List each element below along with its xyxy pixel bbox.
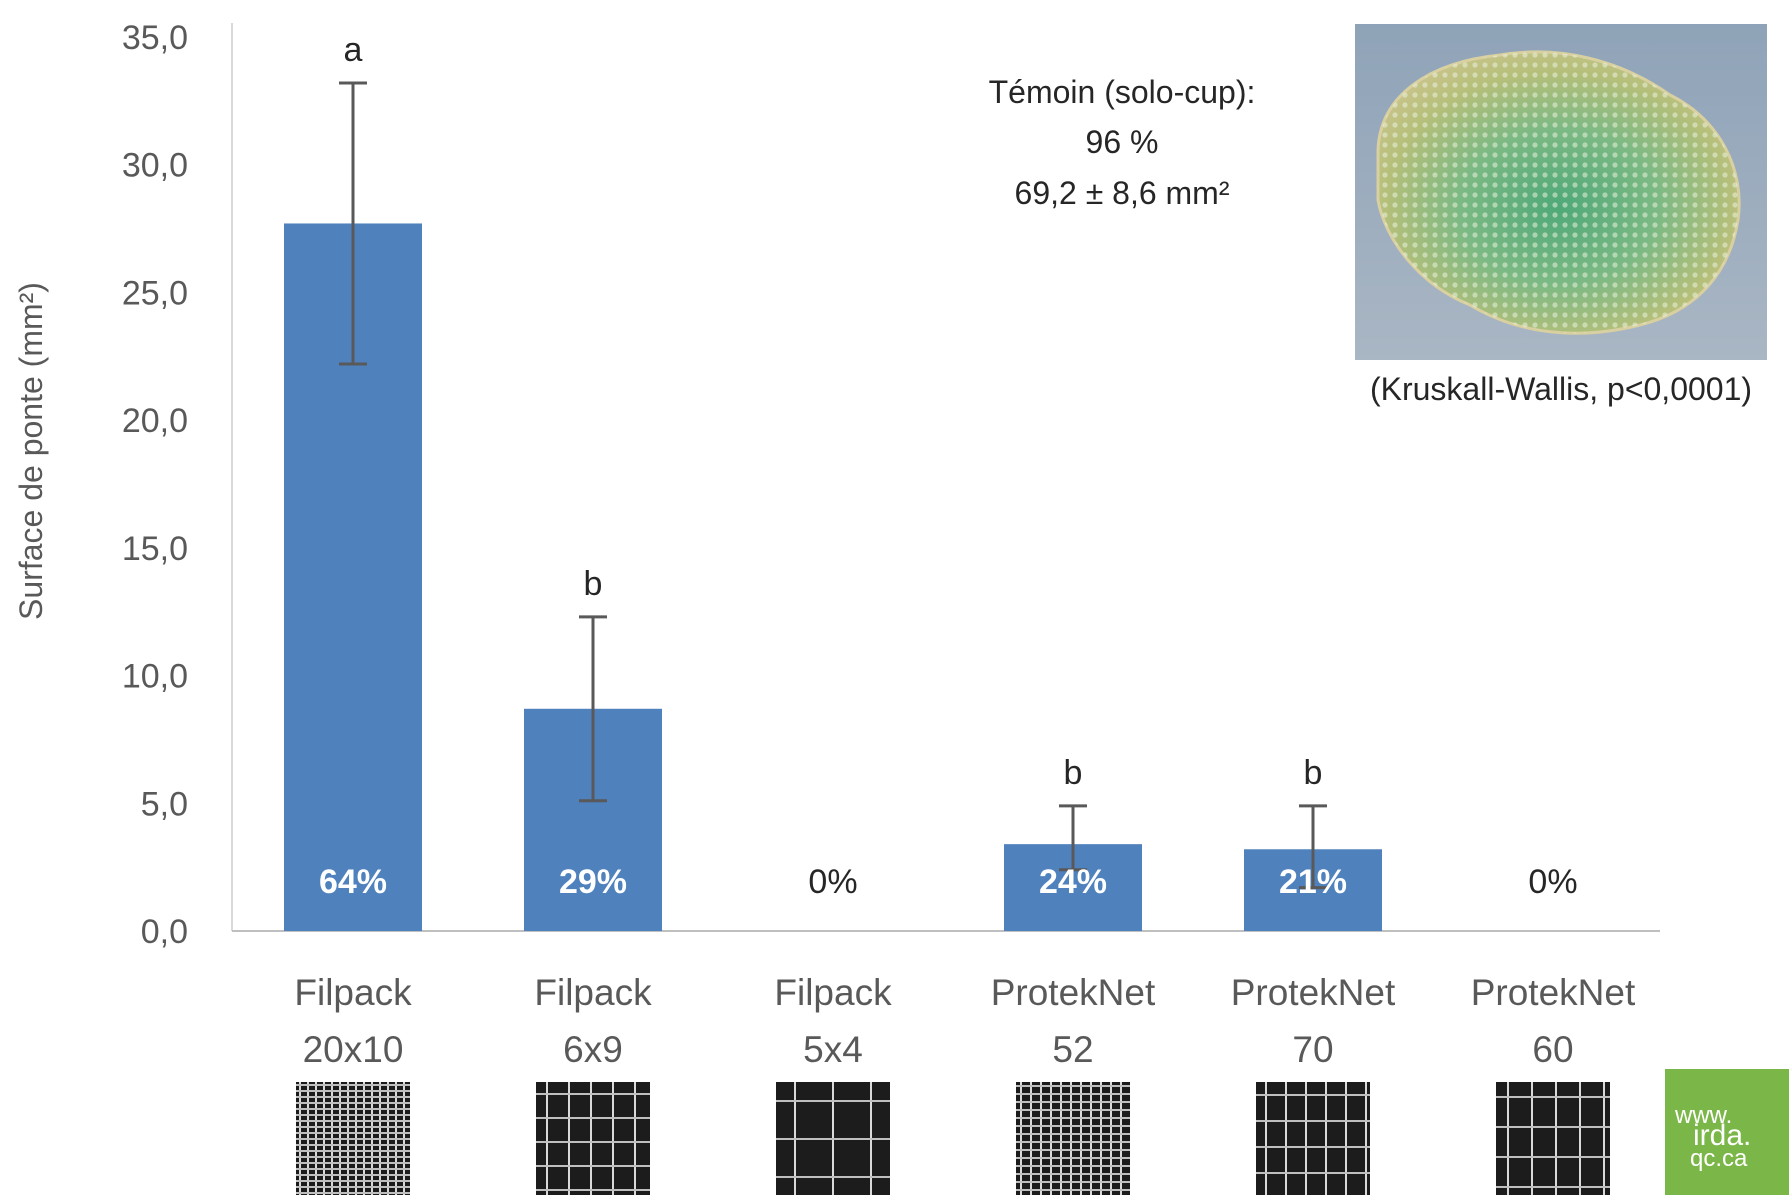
control-percent: 96 % — [1086, 124, 1159, 160]
y-axis-label: Surface de ponte (mm²) — [13, 282, 49, 620]
x-tick-label-name: ProtekNet — [991, 972, 1156, 1013]
x-tick-label-name: Filpack — [774, 972, 892, 1013]
net-swatches — [296, 1082, 1610, 1195]
y-tick-label: 10,0 — [122, 658, 188, 696]
egg-mass-photo-icon — [1355, 24, 1767, 360]
stats-test-label: (Kruskall-Wallis, p<0,0001) — [1370, 371, 1752, 407]
significance-letter: b — [1064, 754, 1083, 792]
net-mesh-swatch-icon — [1016, 1082, 1130, 1195]
bar-percent-label: 64% — [319, 863, 387, 901]
y-tick-label: 5,0 — [141, 785, 188, 823]
bar-percent-label: 29% — [559, 863, 627, 901]
y-tick-label: 0,0 — [141, 913, 188, 951]
significance-letter: b — [584, 565, 603, 603]
bar-percent-label: 0% — [808, 863, 857, 901]
y-tick-label: 25,0 — [122, 274, 188, 312]
net-swatch-background — [1256, 1082, 1370, 1195]
net-swatch-background — [1496, 1082, 1610, 1195]
y-tick-label: 15,0 — [122, 530, 188, 568]
control-label: Témoin (solo-cup): — [989, 74, 1256, 110]
svg-text:qc.ca: qc.ca — [1690, 1145, 1748, 1172]
bar-percent-label: 21% — [1279, 863, 1347, 901]
error-bars — [339, 81, 1327, 890]
y-tick-label: 20,0 — [122, 402, 188, 440]
x-tick-label-size: 20x10 — [303, 1029, 404, 1070]
irda-logo: www. irda. qc.ca — [1665, 1069, 1789, 1195]
significance-letter: b — [1304, 754, 1323, 792]
net-mesh-swatch-icon — [536, 1082, 650, 1195]
y-tick-labels: 0,0 5,0 10,0 15,0 20,0 25,0 30,0 35,0 — [122, 19, 188, 951]
x-tick-label-name: Filpack — [534, 972, 652, 1013]
svg-text:www.: www. — [1674, 1102, 1732, 1129]
x-tick-label-size: 5x4 — [803, 1029, 863, 1070]
bar-value-labels: 64% 29% 0% 24% 21% 0% — [319, 863, 1578, 901]
net-swatch-background — [1016, 1082, 1130, 1195]
bars — [284, 223, 1382, 931]
net-mesh-swatch-icon — [296, 1082, 410, 1195]
control-surface: 69,2 ± 8,6 mm² — [1015, 175, 1230, 211]
y-tick-label: 30,0 — [122, 147, 188, 185]
net-mesh-swatch-icon — [1256, 1082, 1370, 1195]
x-tick-label-size: 60 — [1532, 1029, 1573, 1070]
significance-letter: a — [344, 31, 363, 69]
bar-percent-label: 24% — [1039, 863, 1107, 901]
x-tick-label-name: ProtekNet — [1231, 972, 1396, 1013]
x-tick-label-size: 6x9 — [563, 1029, 623, 1070]
significance-letters: a b b b — [344, 31, 1323, 792]
x-tick-label-size: 52 — [1052, 1029, 1093, 1070]
y-tick-label: 35,0 — [122, 19, 188, 57]
net-swatch-background — [536, 1082, 650, 1195]
svg-text:irda.: irda. — [1693, 1119, 1751, 1152]
net-mesh-swatch-icon — [1496, 1082, 1610, 1195]
x-tick-label-size: 70 — [1292, 1029, 1333, 1070]
x-category-labels: Filpack 20x10 Filpack 6x9 Filpack 5x4 ProtekNe… — [294, 972, 1636, 1070]
bar-percent-label: 0% — [1528, 863, 1577, 901]
x-tick-label-name: ProtekNet — [1471, 972, 1636, 1013]
x-tick-label-name: Filpack — [294, 972, 412, 1013]
net-mesh-swatch-icon — [776, 1082, 890, 1195]
